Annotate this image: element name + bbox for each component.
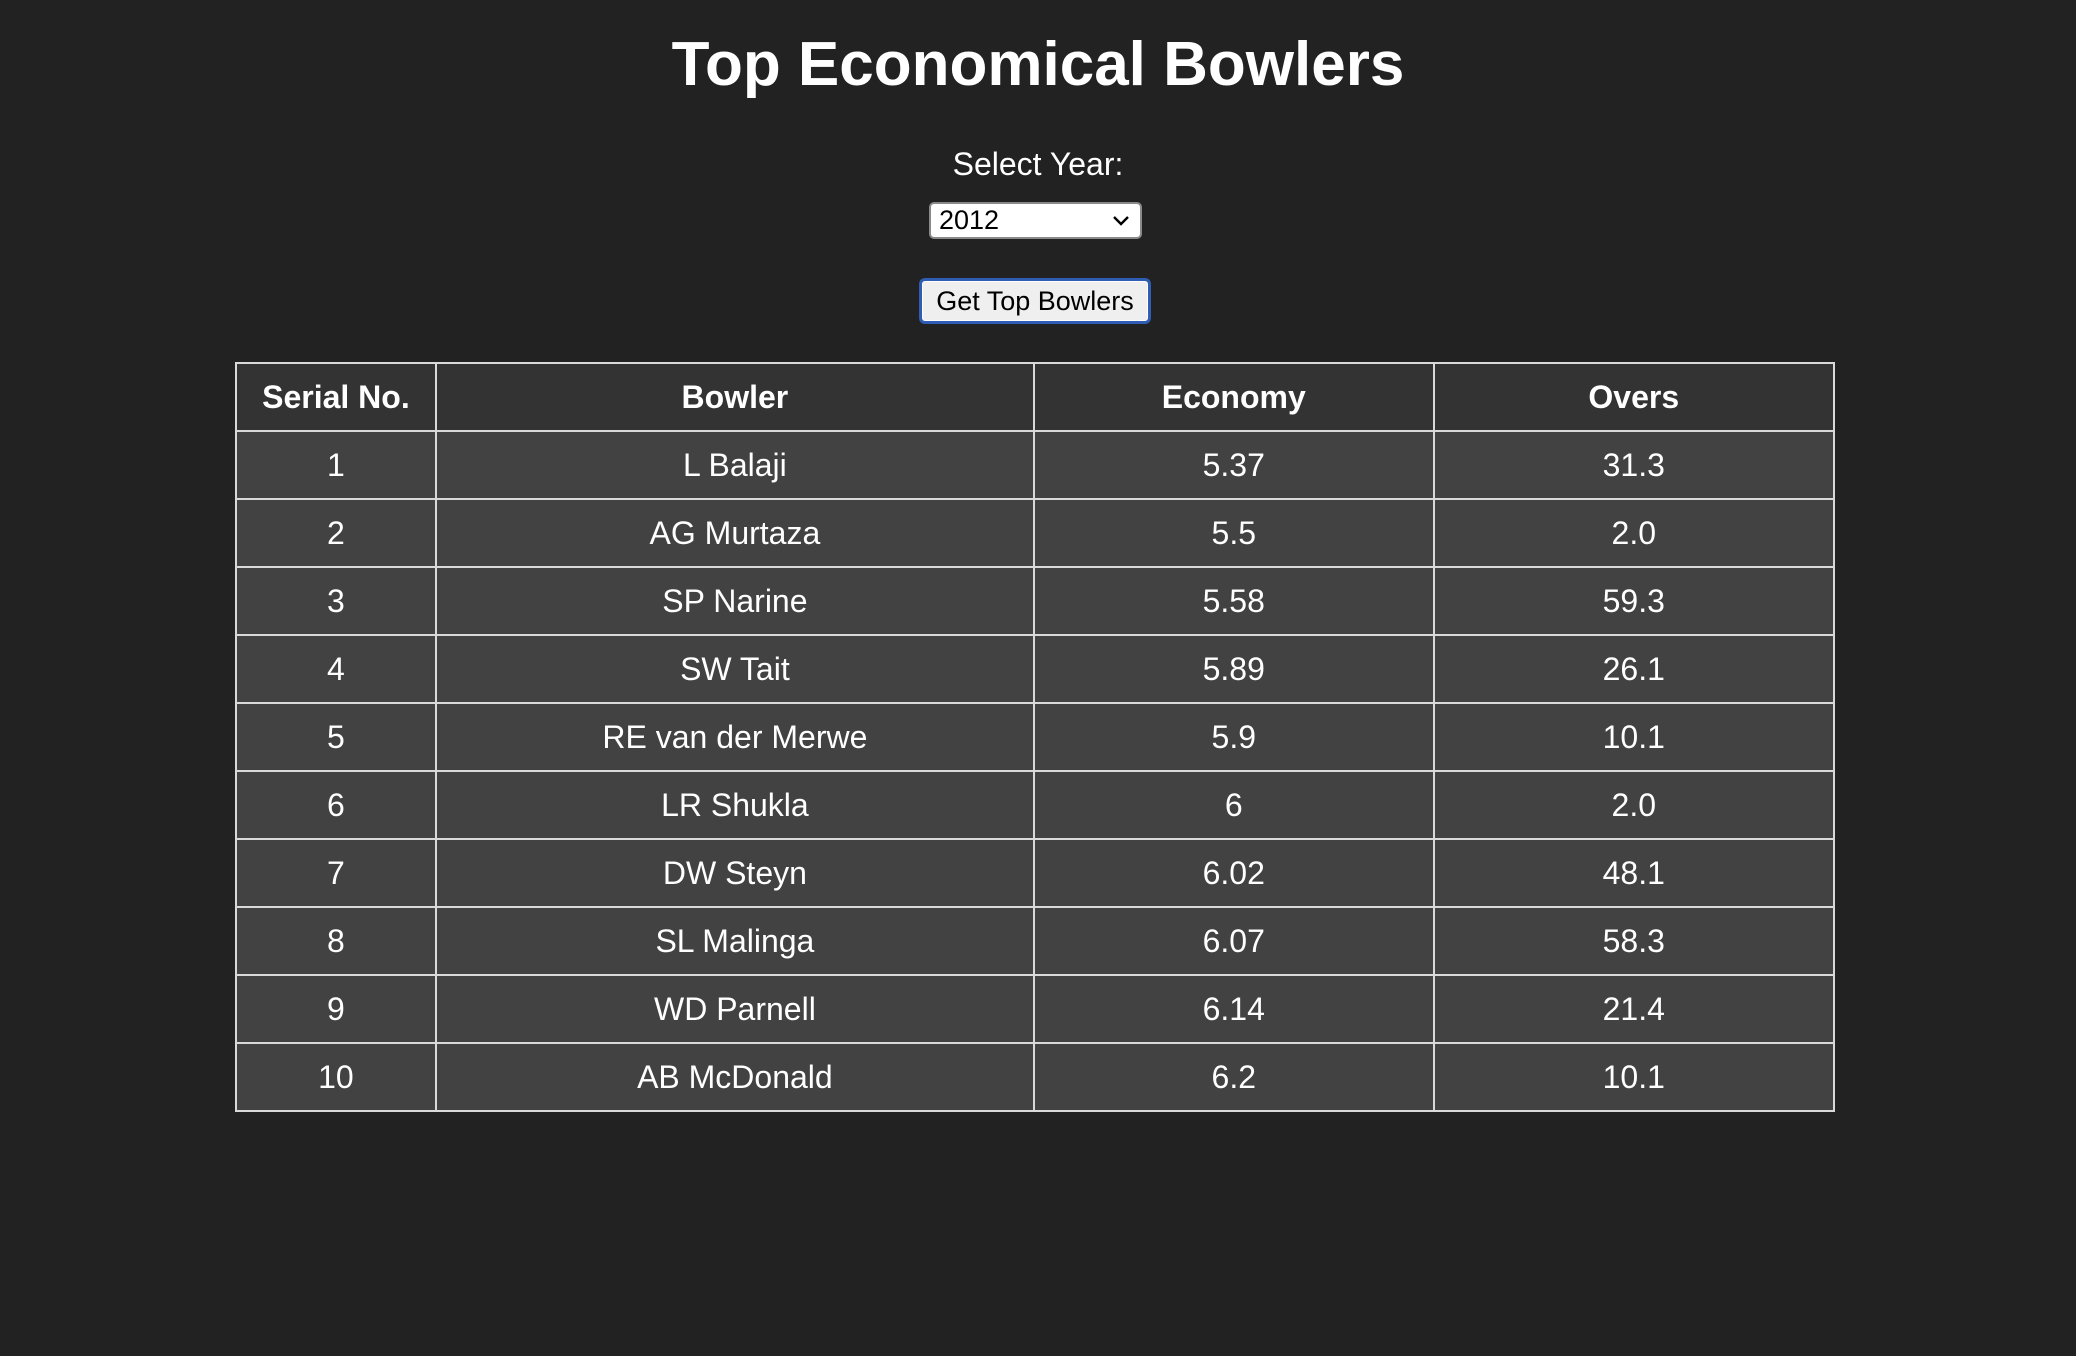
serial-cell: 5 [235,702,437,772]
bowler-cell: L Balaji [434,430,1035,500]
table-row: 9 WD Parnell 6.14 21.4 [235,974,1836,1044]
header-serial: Serial No. [235,362,437,432]
economy-cell: 6.02 [1032,838,1435,908]
economy-cell: 5.5 [1032,498,1435,568]
table-row: 2 AG Murtaza 5.5 2.0 [235,498,1836,568]
get-top-bowlers-button[interactable]: Get Top Bowlers [919,278,1151,324]
bowler-cell: AG Murtaza [434,498,1035,568]
economy-cell: 6.07 [1032,906,1435,976]
overs-cell: 21.4 [1432,974,1836,1044]
bowler-cell: LR Shukla [434,770,1035,840]
header-bowler: Bowler [434,362,1035,432]
overs-cell: 58.3 [1432,906,1836,976]
serial-cell: 8 [235,906,437,976]
serial-cell: 3 [235,566,437,636]
economy-cell: 6.2 [1032,1042,1435,1112]
year-select-value: 2012 [939,205,1000,235]
economy-cell: 6 [1032,770,1435,840]
serial-cell: 6 [235,770,437,840]
overs-cell: 2.0 [1432,498,1836,568]
economy-cell: 5.58 [1032,566,1435,636]
page-title: Top Economical Bowlers [671,30,1405,99]
overs-cell: 10.1 [1432,702,1836,772]
bowler-cell: AB McDonald [434,1042,1035,1112]
year-select[interactable]: 2012 [929,202,1142,239]
bowler-cell: SP Narine [434,566,1035,636]
header-economy: Economy [1032,362,1435,432]
header-overs: Overs [1432,362,1836,432]
bowler-cell: SL Malinga [434,906,1035,976]
chevron-down-icon [1113,216,1129,226]
bowler-cell: RE van der Merwe [434,702,1035,772]
overs-cell: 31.3 [1432,430,1836,500]
table-row: 10 AB McDonald 6.2 10.1 [235,1042,1836,1112]
table-header-row: Serial No. Bowler Economy Overs [235,362,1836,432]
economy-cell: 5.37 [1032,430,1435,500]
overs-cell: 26.1 [1432,634,1836,704]
economy-cell: 6.14 [1032,974,1435,1044]
table-row: 3 SP Narine 5.58 59.3 [235,566,1836,636]
overs-cell: 59.3 [1432,566,1836,636]
overs-cell: 2.0 [1432,770,1836,840]
serial-cell: 4 [235,634,437,704]
economy-cell: 5.9 [1032,702,1435,772]
table-row: 5 RE van der Merwe 5.9 10.1 [235,702,1836,772]
serial-cell: 10 [235,1042,437,1112]
table-row: 6 LR Shukla 6 2.0 [235,770,1836,840]
serial-cell: 2 [235,498,437,568]
overs-cell: 10.1 [1432,1042,1836,1112]
table-row: 7 DW Steyn 6.02 48.1 [235,838,1836,908]
year-label: Select Year: [952,146,1124,182]
table-row: 4 SW Tait 5.89 26.1 [235,634,1836,704]
serial-cell: 7 [235,838,437,908]
serial-cell: 9 [235,974,437,1044]
bowler-cell: WD Parnell [434,974,1035,1044]
table-row: 8 SL Malinga 6.07 58.3 [235,906,1836,976]
bowler-cell: DW Steyn [434,838,1035,908]
serial-cell: 1 [235,430,437,500]
overs-cell: 48.1 [1432,838,1836,908]
bowler-cell: SW Tait [434,634,1035,704]
economy-cell: 5.89 [1032,634,1435,704]
